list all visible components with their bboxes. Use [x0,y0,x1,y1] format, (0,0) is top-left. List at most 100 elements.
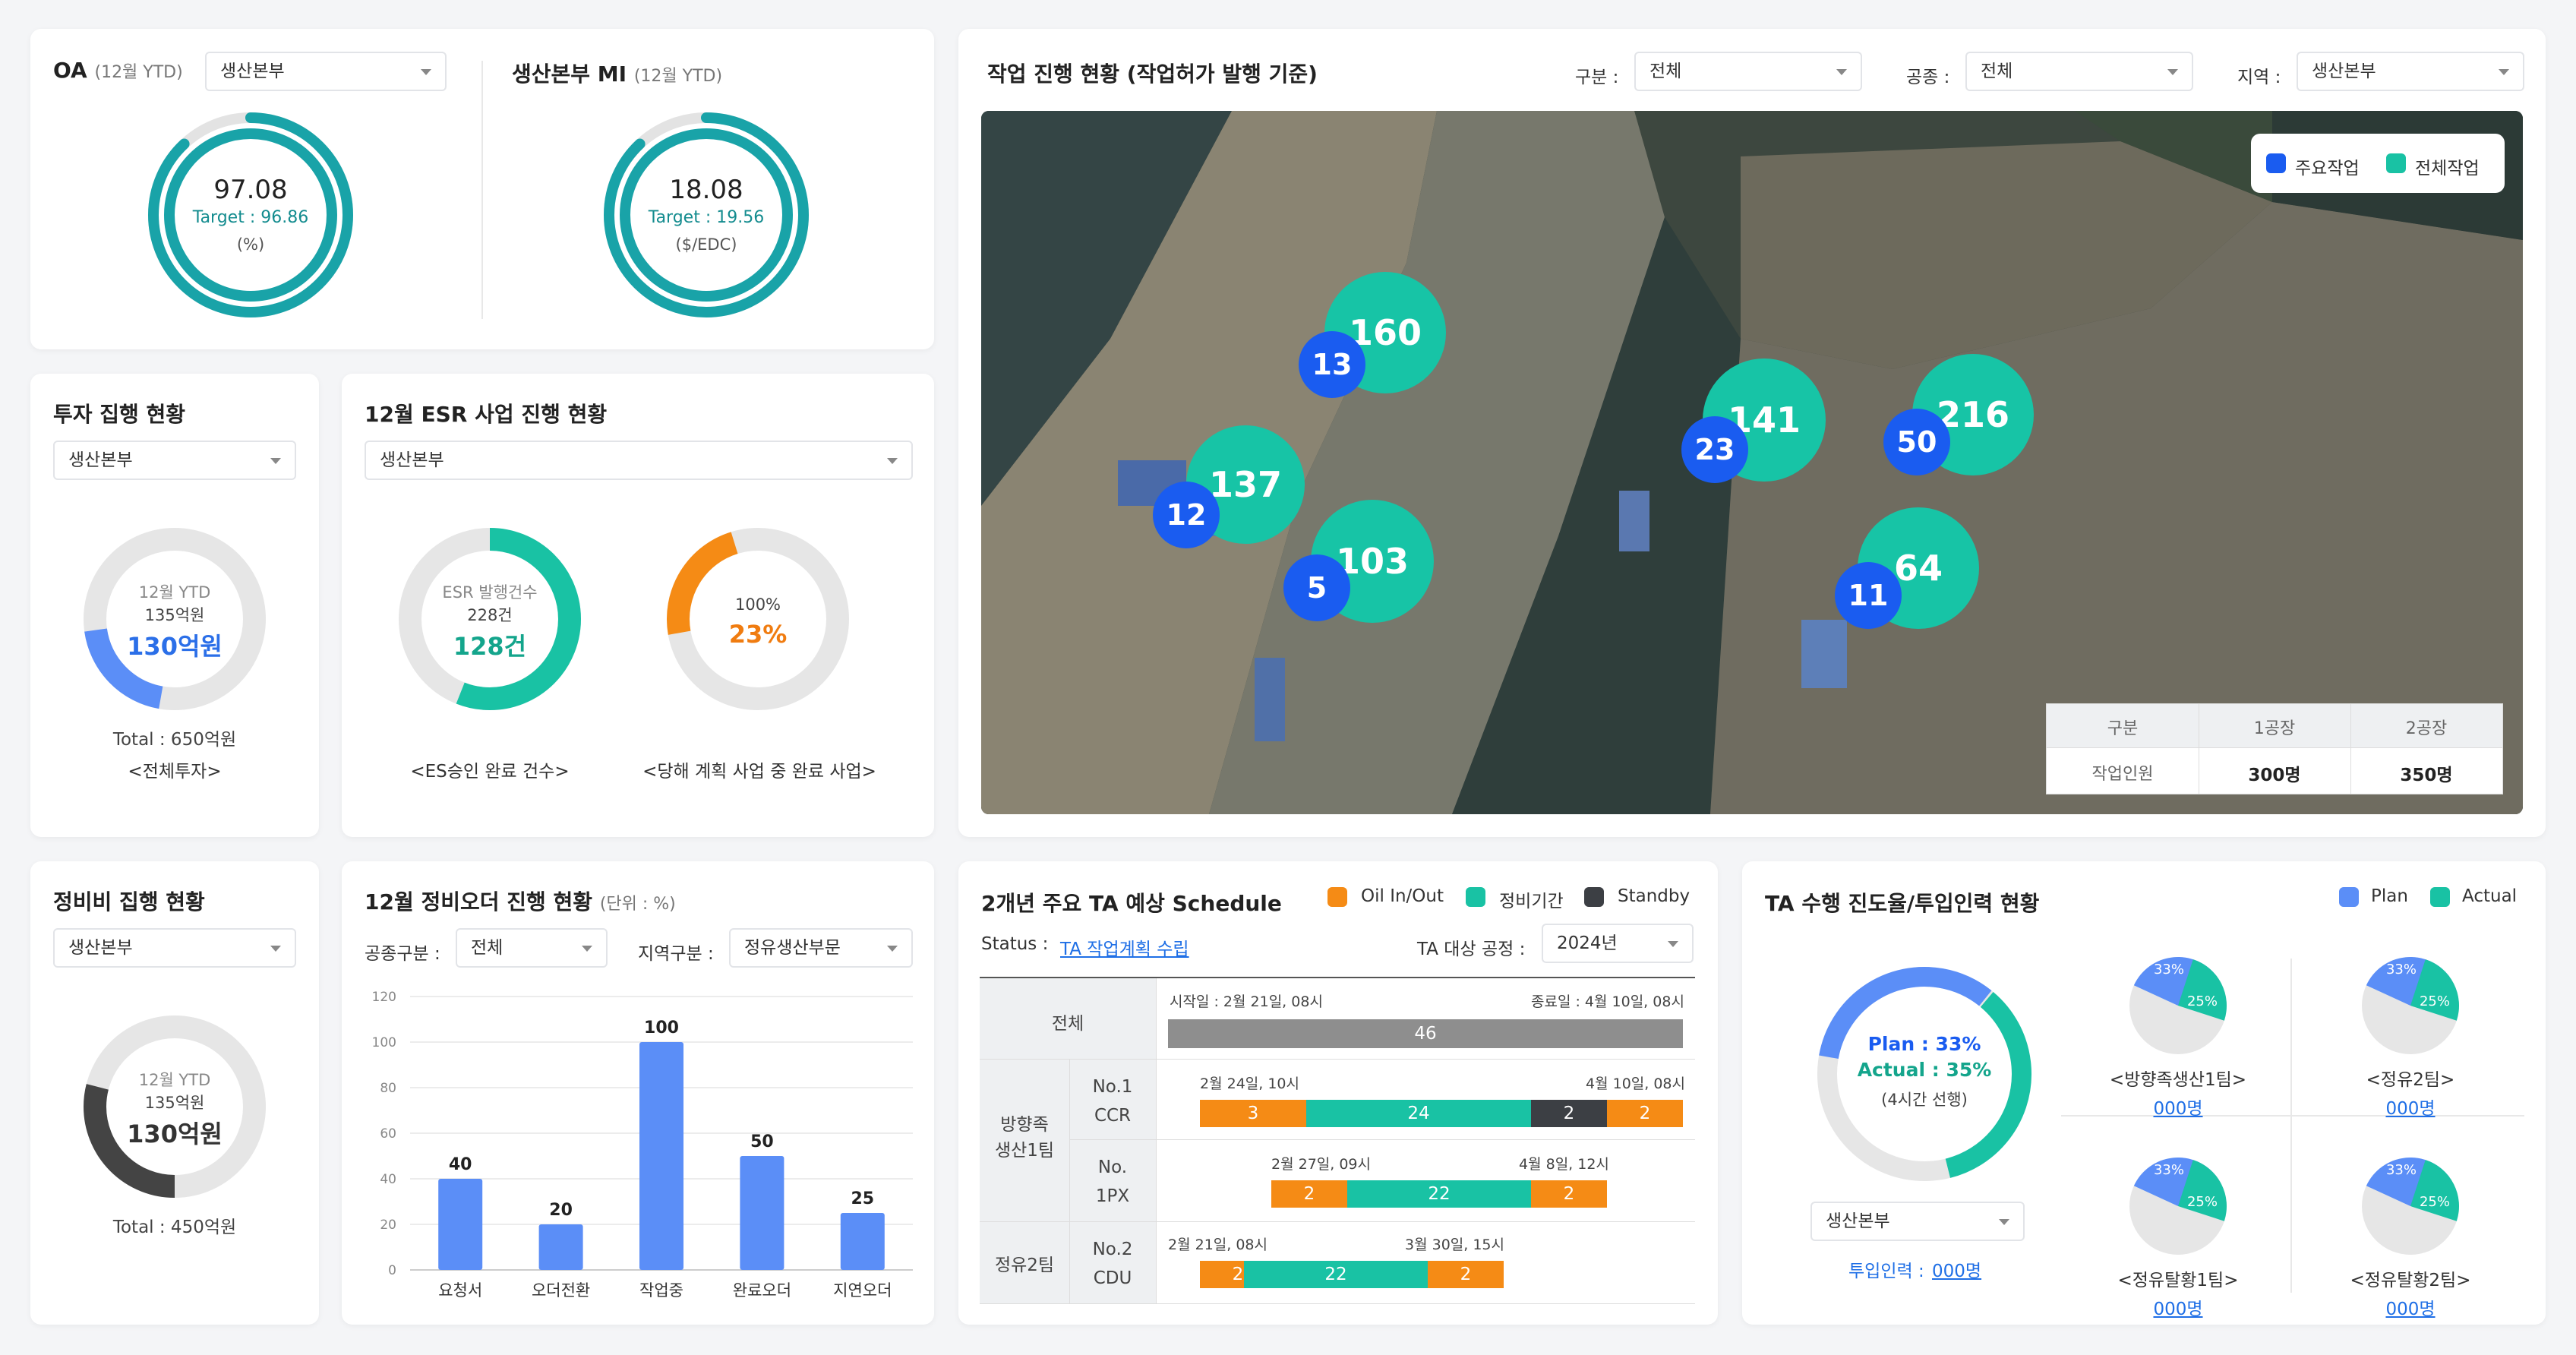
orders-filter1-label: 공종구분 : [365,944,440,964]
esr-donut-2 [666,528,849,710]
filter-gubun-select[interactable]: 전체 [1634,52,1862,91]
oa-title: OA (12월 YTD) [53,58,183,83]
oa-select[interactable]: 생산본부 [205,52,447,91]
team-pie-chart [2129,1158,2227,1255]
bar-value-label: 100 [644,1019,679,1038]
team-pie-group: 33% 25% <정유2팀> 000명 [2297,954,2524,1119]
category-label: 오더전환 [532,1281,590,1300]
esr-donut-1-caption: <ES승인 완료 건수> [410,762,570,782]
bar [840,1213,885,1270]
cluster-major[interactable]: 13 [1299,331,1365,398]
team-actual-pct: 25% [2419,993,2450,1009]
ta-note: (4시간 선행) [1881,1091,1968,1109]
maint-budget: 135억원 [144,1094,205,1112]
ta-input-value[interactable]: 000명 [1932,1262,1982,1281]
legend-standby-label: Standby [1618,886,1690,906]
year-select[interactable]: 2024년 [1542,924,1694,963]
team-pie-chart [2362,1158,2459,1255]
oa-mi-card: OA (12월 YTD) 생산본부 97.08 Target : 96.86 (… [30,29,934,349]
oa-value: 97.08 [213,175,288,205]
ta-actual: Actual : 35% [1857,1059,1992,1081]
team-plan-pct: 33% [2153,962,2184,978]
filter-region-select[interactable]: 생산본부 [2297,52,2524,91]
invest-value: 130억원 [127,632,223,661]
all-start: 시작일 : 2월 21일, 08시 [1170,993,1323,1010]
bar [438,1179,483,1270]
esr-donut-1-label: ESR 발행건수 [442,583,538,602]
table-cell: 350명 [2400,766,2453,785]
divider [481,61,483,319]
table-cell: 작업인원 [2091,765,2154,784]
maint-segment[interactable]: 24 [1306,1100,1531,1127]
legend-plan-label: Plan [2371,886,2408,906]
mi-unit: ($/EDC) [675,235,737,254]
team-name: <방향족생산1팀> [2109,1070,2247,1090]
table-cell: 300명 [2248,766,2301,785]
maint-segment[interactable]: 22 [1347,1180,1531,1208]
oil-segment[interactable]: 2 [1428,1261,1504,1288]
invest-select[interactable]: 생산본부 [53,441,296,480]
category-label: 지연오더 [833,1281,892,1300]
all-bar[interactable]: 46 [1168,1019,1683,1048]
team-plan-pct: 33% [2385,1162,2417,1178]
mi-gauge [604,112,809,317]
team-actual-pct: 25% [2419,1194,2450,1210]
orders-title: 12월 정비오더 진행 현황 (단위 : %) [365,889,676,914]
cluster-major[interactable]: 23 [1681,416,1748,483]
esr-donut-1-value: 128건 [453,632,527,661]
orders-card: 12월 정비오더 진행 현황 (단위 : %) 공종구분 : 전체 지역구분 :… [342,861,934,1325]
unit-label: No.2 CDU [1092,1240,1133,1288]
team-people-link[interactable]: 000명 [2385,1300,2436,1319]
maint-segment[interactable]: 22 [1244,1261,1428,1288]
team-plan-pct: 33% [2385,962,2417,978]
team-pie-chart [2129,957,2227,1054]
ta-select[interactable]: 생산본부 [1810,1202,2025,1241]
maint-select[interactable]: 생산본부 [53,928,296,968]
team-people-link[interactable]: 000명 [2385,1099,2436,1119]
legend-standby-icon [1584,887,1604,907]
team-name: <정유탈황2팀> [2350,1271,2471,1290]
esr-select[interactable]: 생산본부 [365,441,913,480]
esr-donut-1-count: 228건 [467,606,513,624]
invest-caption: <전체투자> [128,762,222,782]
oil-segment[interactable]: 2 [1607,1100,1683,1127]
status-link[interactable]: TA 작업계획 수립 [1060,940,1189,959]
oil-segment[interactable]: 2 [1271,1180,1347,1208]
legend-total-label: 전체작업 [2415,159,2480,178]
team-pie-group: 33% 25% <정유탈황1팀> 000명 [2064,1154,2292,1319]
legend-actual-label: Actual [2462,886,2518,906]
oa-unit: (%) [236,235,265,254]
cluster-major[interactable]: 11 [1835,562,1902,629]
y-tick-label: 100 [372,1035,396,1050]
oil-segment[interactable]: 3 [1200,1100,1306,1127]
team-pie-group: 33% 25% <방향족생산1팀> 000명 [2064,954,2292,1119]
unit-label: No. 1PX [1095,1158,1130,1206]
legend-major-label: 주요작업 [2295,159,2360,178]
satellite-map[interactable]: 주요작업 전체작업 160 13 137 12 103 5 141 23 216… [981,111,2523,814]
unit-label: No.1 CCR [1092,1077,1133,1126]
legend-major-icon [2266,153,2286,173]
filter-gongjong-select[interactable]: 전체 [1965,52,2193,91]
schedule-title: 2개년 주요 TA 예상 Schedule [981,891,1282,916]
invest-title: 투자 집행 현황 [53,402,186,427]
row-start: 2월 21일, 08시 [1168,1237,1268,1253]
cluster-major[interactable]: 5 [1283,554,1350,621]
orders-filter2-label: 지역구분 : [638,944,714,964]
team-people-link[interactable]: 000명 [2153,1300,2203,1319]
oil-segment[interactable]: 2 [1531,1180,1607,1208]
orders-filter1-select[interactable]: 전체 [456,928,608,968]
maint-ytd: 12월 YTD [138,1071,211,1089]
team-actual-pct: 25% [2186,993,2218,1009]
workforce-table: 구분 1공장 2공장 작업인원 300명 350명 [2046,703,2503,794]
orders-filter2-select[interactable]: 정유생산부문 [729,928,913,968]
standby-segment[interactable]: 2 [1531,1100,1607,1127]
cluster-major[interactable]: 50 [1883,409,1950,475]
bar [538,1224,583,1270]
row-end: 3월 30일, 15시 [1405,1237,1505,1253]
oa-gauge [148,112,353,317]
ta-plan: Plan : 33% [1867,1033,1981,1055]
ta-card: TA 수행 진도율/투입인력 현황 Plan Actual Plan : 33%… [1742,861,2546,1325]
team-plan-pct: 33% [2153,1162,2184,1178]
team-people-link[interactable]: 000명 [2153,1099,2203,1119]
cluster-major[interactable]: 12 [1153,482,1220,548]
